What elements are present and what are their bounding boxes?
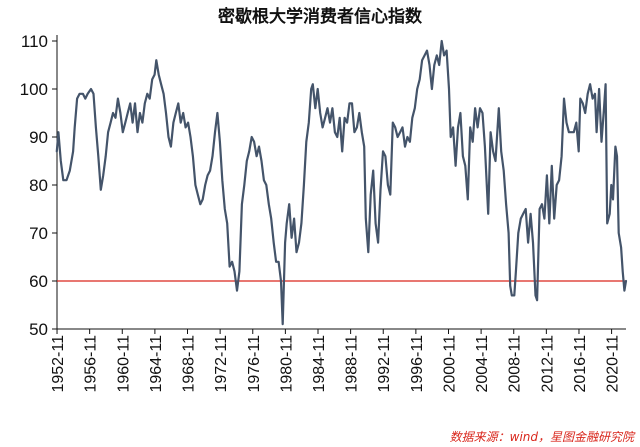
x-axis: 1952-11 1956-11 1960-11 1964-11 1968-11 1972-… [50,328,626,393]
x-tick-label: 1952-11 [50,335,67,393]
x-tick-label: 1996-11 [409,335,426,393]
x-tick-label: 2008-11 [507,335,524,393]
y-tick-label: 80 [29,176,48,195]
y-tick-label: 110 [21,32,48,51]
y-tick-label: 60 [29,272,48,291]
x-tick-label: 2020-11 [605,335,622,393]
x-tick-label: 2012-11 [539,335,556,393]
x-tick-label: 1956-11 [83,335,100,393]
x-tick-label: 2004-11 [474,335,491,393]
series-line [55,39,628,326]
y-tick-label: 50 [29,320,48,339]
x-tick-label: 1980-11 [278,335,295,393]
x-tick-label: 1960-11 [115,335,132,393]
x-tick-label: 2016-11 [572,335,589,393]
x-tick-label: 1992-11 [376,335,393,393]
x-tick-label: 1984-11 [311,335,328,393]
x-tick-label: 1988-11 [344,335,361,393]
source-note: 数据来源：wind，星图金融研究院 [449,430,634,444]
chart-title: 密歇根大学消费者信心指数 [218,7,422,27]
x-tick-label: 2000-11 [441,335,458,393]
series-layer [55,39,628,326]
y-tick-label: 90 [29,128,48,147]
x-tick-label: 1976-11 [246,335,263,393]
x-tick-label: 1968-11 [181,335,198,393]
y-axis: 50 60 70 80 90 100 110 [20,32,58,339]
y-tick-label: 100 [20,80,48,99]
x-tick-label: 1964-11 [148,335,165,393]
y-tick-label: 70 [29,224,48,243]
x-tick-label: 1972-11 [213,335,230,393]
